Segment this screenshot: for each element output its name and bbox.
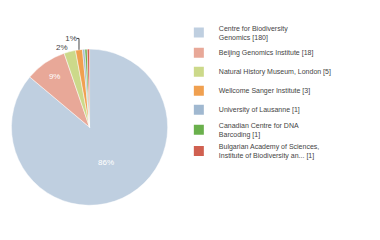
svg-text:Natural History Museum, London: Natural History Museum, London [5]	[219, 68, 331, 76]
svg-text:Canadian Centre for DNABarcodi: Canadian Centre for DNABarcoding [1]	[219, 122, 299, 139]
svg-text:Beijing Genomics Institute [18: Beijing Genomics Institute [18]	[219, 49, 314, 57]
svg-text:86%: 86%	[98, 158, 114, 167]
svg-text:Centre for BiodiversityGenomic: Centre for BiodiversityGenomics [180]	[219, 25, 288, 42]
svg-text:1%: 1%	[65, 34, 77, 43]
svg-text:Bulgarian Academy of Sciences,: Bulgarian Academy of Sciences,Institute …	[219, 143, 319, 160]
svg-text:University of Lausanne [1]: University of Lausanne [1]	[219, 106, 300, 114]
svg-text:2%: 2%	[56, 43, 68, 52]
svg-text:Wellcome Sanger Institute [3]: Wellcome Sanger Institute [3]	[219, 87, 310, 95]
svg-text:9%: 9%	[49, 72, 61, 81]
